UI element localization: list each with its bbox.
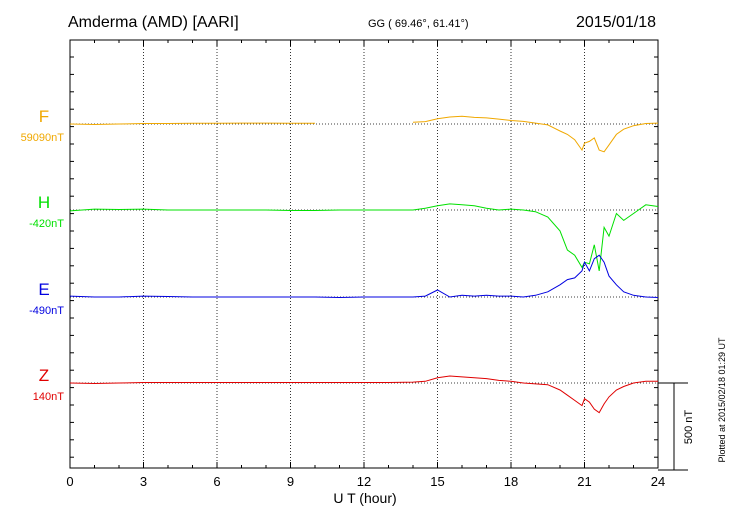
station-title: Amderma (AMD) [AARI] [68,14,239,31]
series-line-f [69,115,659,153]
series-baseline-z: 140nT [33,391,64,403]
plot-date: 2015/01/18 [576,14,656,31]
x-tick-labels: 0 3 6 9 12 15 18 21 24 [66,474,665,489]
scale-bar: 500 nT [658,382,695,471]
series-line-e [69,254,659,299]
scale-bar-label: 500 nT [683,410,695,445]
x-tick-label: 24 [651,474,665,489]
series-name-f: F [39,107,49,126]
series-name-z: Z [39,366,49,385]
x-axis-label: U T (hour) [333,490,396,506]
station-coordinates: GG ( 69.46°, 61.41°) [368,18,469,30]
series-baseline-f: 59090nT [21,132,65,144]
series-line-h [69,203,659,271]
x-tick-label: 15 [430,474,444,489]
x-tick-label: 6 [213,474,220,489]
x-tick-label: 3 [140,474,147,489]
series-baseline-h: -420nT [29,218,64,230]
x-tick-label: 18 [504,474,518,489]
grid-lines [70,40,658,468]
x-tick-label: 21 [577,474,591,489]
axis-ticks [69,40,659,468]
x-tick-label: 9 [287,474,294,489]
series-name-h: H [38,193,50,212]
series-labels: F 59090nT H -420nT E -490nT Z 140nT [21,107,65,403]
series-lines [69,115,659,414]
x-tick-label: 12 [357,474,371,489]
series-line-z [69,375,658,414]
series-baseline-e: -490nT [29,305,64,317]
x-tick-label: 0 [66,474,73,489]
series-name-e: E [38,280,49,299]
plotted-at-note: Plotted at 2015/02/18 01:29 UT [717,337,727,463]
